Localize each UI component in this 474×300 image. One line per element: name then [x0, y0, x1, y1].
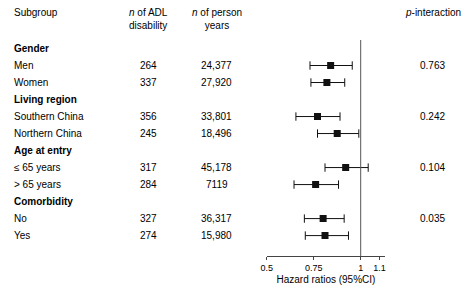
svg-text:Age at entry: Age at entry: [14, 145, 72, 156]
svg-text:245: 245: [140, 128, 157, 139]
svg-text:0.242: 0.242: [420, 111, 445, 122]
svg-text:15,980: 15,980: [201, 230, 232, 241]
svg-text:Men: Men: [14, 60, 33, 71]
svg-text:284: 284: [140, 179, 157, 190]
svg-text:Subgroup: Subgroup: [14, 7, 58, 18]
svg-text:0.035: 0.035: [420, 213, 445, 224]
svg-text:274: 274: [140, 230, 157, 241]
svg-text:> 65 years: > 65 years: [14, 179, 61, 190]
svg-text:Women: Women: [14, 77, 48, 88]
svg-text:No: No: [14, 213, 27, 224]
svg-text:Gender: Gender: [14, 43, 49, 54]
svg-text:n of ADLdisability: n of ADLdisability: [129, 7, 168, 31]
svg-text:264: 264: [140, 60, 157, 71]
svg-text:0.104: 0.104: [420, 162, 445, 173]
svg-text:27,920: 27,920: [201, 77, 232, 88]
svg-text:Southern China: Southern China: [14, 111, 84, 122]
svg-text:327: 327: [140, 213, 157, 224]
svg-text:0.75: 0.75: [305, 263, 323, 273]
svg-text:24,377: 24,377: [201, 60, 232, 71]
svg-text:Northern China: Northern China: [14, 128, 82, 139]
svg-text:45,178: 45,178: [201, 162, 232, 173]
svg-text:18,496: 18,496: [201, 128, 232, 139]
svg-text:n of personyears: n of personyears: [192, 7, 242, 31]
svg-text:337: 337: [140, 77, 157, 88]
svg-text:Comorbidity: Comorbidity: [14, 196, 73, 207]
svg-text:7119: 7119: [206, 179, 228, 190]
svg-text:Hazard ratios (95%CI): Hazard ratios (95%CI): [276, 274, 375, 285]
svg-text:1: 1: [358, 263, 363, 273]
svg-text:1.1: 1.1: [373, 263, 386, 273]
svg-text:0.763: 0.763: [420, 60, 445, 71]
svg-text:356: 356: [140, 111, 157, 122]
svg-text:0.5: 0.5: [261, 263, 274, 273]
svg-text:33,801: 33,801: [201, 111, 232, 122]
svg-text:Yes: Yes: [14, 230, 30, 241]
svg-text:317: 317: [140, 162, 157, 173]
svg-text:p-interaction: p-interaction: [405, 7, 461, 18]
svg-text:36,317: 36,317: [201, 213, 232, 224]
svg-text:≤ 65 years: ≤ 65 years: [14, 162, 61, 173]
svg-text:Living region: Living region: [14, 94, 77, 105]
